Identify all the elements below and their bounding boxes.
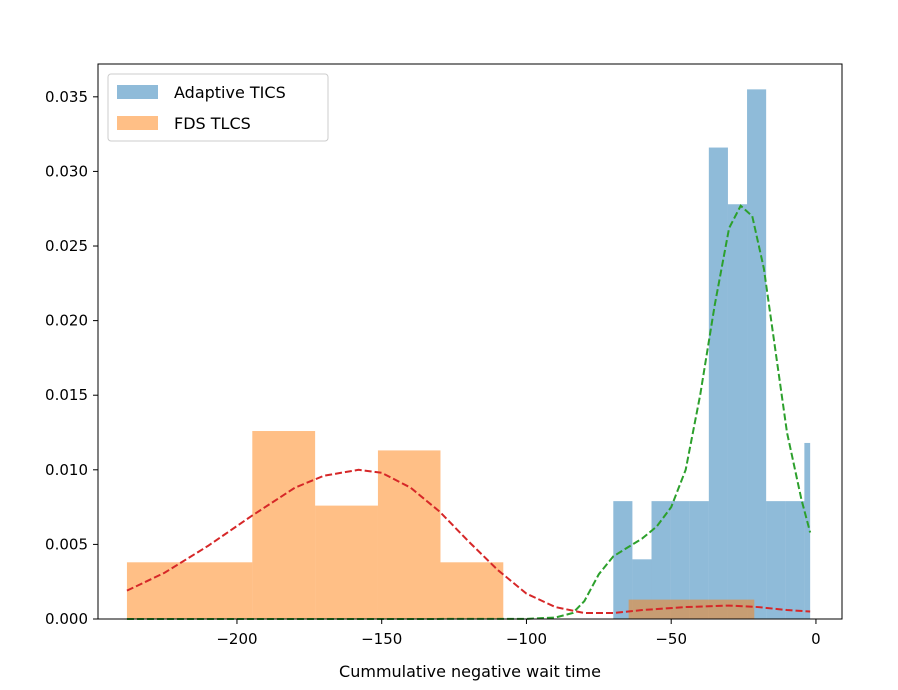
histogram-bar [747, 89, 767, 619]
density-curve [126, 468, 811, 615]
y-tick-label: 0.005 [45, 535, 88, 553]
x-tick-label: −100 [506, 630, 547, 648]
histogram-bars [126, 89, 811, 619]
histogram-bar [315, 505, 378, 619]
x-tick-label: −50 [655, 630, 687, 648]
y-tick-label: 0.015 [45, 386, 88, 404]
histogram-bar [651, 501, 671, 619]
density-curve [126, 204, 812, 620]
histogram-bar [766, 501, 786, 619]
histogram-bar [804, 442, 811, 619]
y-tick-label: 0.020 [45, 312, 88, 330]
histogram-bar [126, 562, 253, 619]
y-tick-label: 0.035 [45, 88, 88, 106]
histogram-bar [670, 501, 690, 619]
histogram-bar [377, 450, 441, 619]
legend-swatch [117, 85, 158, 99]
x-tick-label: −200 [216, 630, 257, 648]
histogram-bar [708, 147, 728, 619]
x-axis: −200 −150 −100 −50 0 [216, 619, 821, 648]
density-curves [126, 204, 812, 620]
y-axis: 0.000 0.005 0.010 0.015 0.020 0.025 0.030 0.035 [45, 88, 98, 628]
legend-frame [107, 73, 329, 142]
y-tick-label: 0.000 [45, 610, 88, 628]
legend: Adaptive TICS FDS TLCS [107, 73, 329, 142]
histogram-bar [691, 599, 755, 619]
x-tick-label: −150 [361, 630, 402, 648]
y-tick-label: 0.025 [45, 237, 88, 255]
legend-label: Adaptive TICS [174, 83, 286, 102]
histogram-bar [613, 501, 633, 619]
plot-frame [97, 63, 843, 620]
y-tick-label: 0.010 [45, 461, 88, 479]
histogram-bar [727, 204, 748, 619]
legend-label: FDS TLCS [174, 114, 251, 133]
histogram-bar [440, 562, 504, 619]
histogram-bar [785, 501, 805, 619]
x-tick-label: 0 [811, 630, 821, 648]
y-tick-label: 0.030 [45, 162, 88, 180]
histogram-bar [689, 501, 709, 619]
x-axis-label: Cummulative negative wait time [339, 662, 601, 681]
legend-swatch [117, 116, 158, 130]
histogram-bar [252, 431, 316, 619]
